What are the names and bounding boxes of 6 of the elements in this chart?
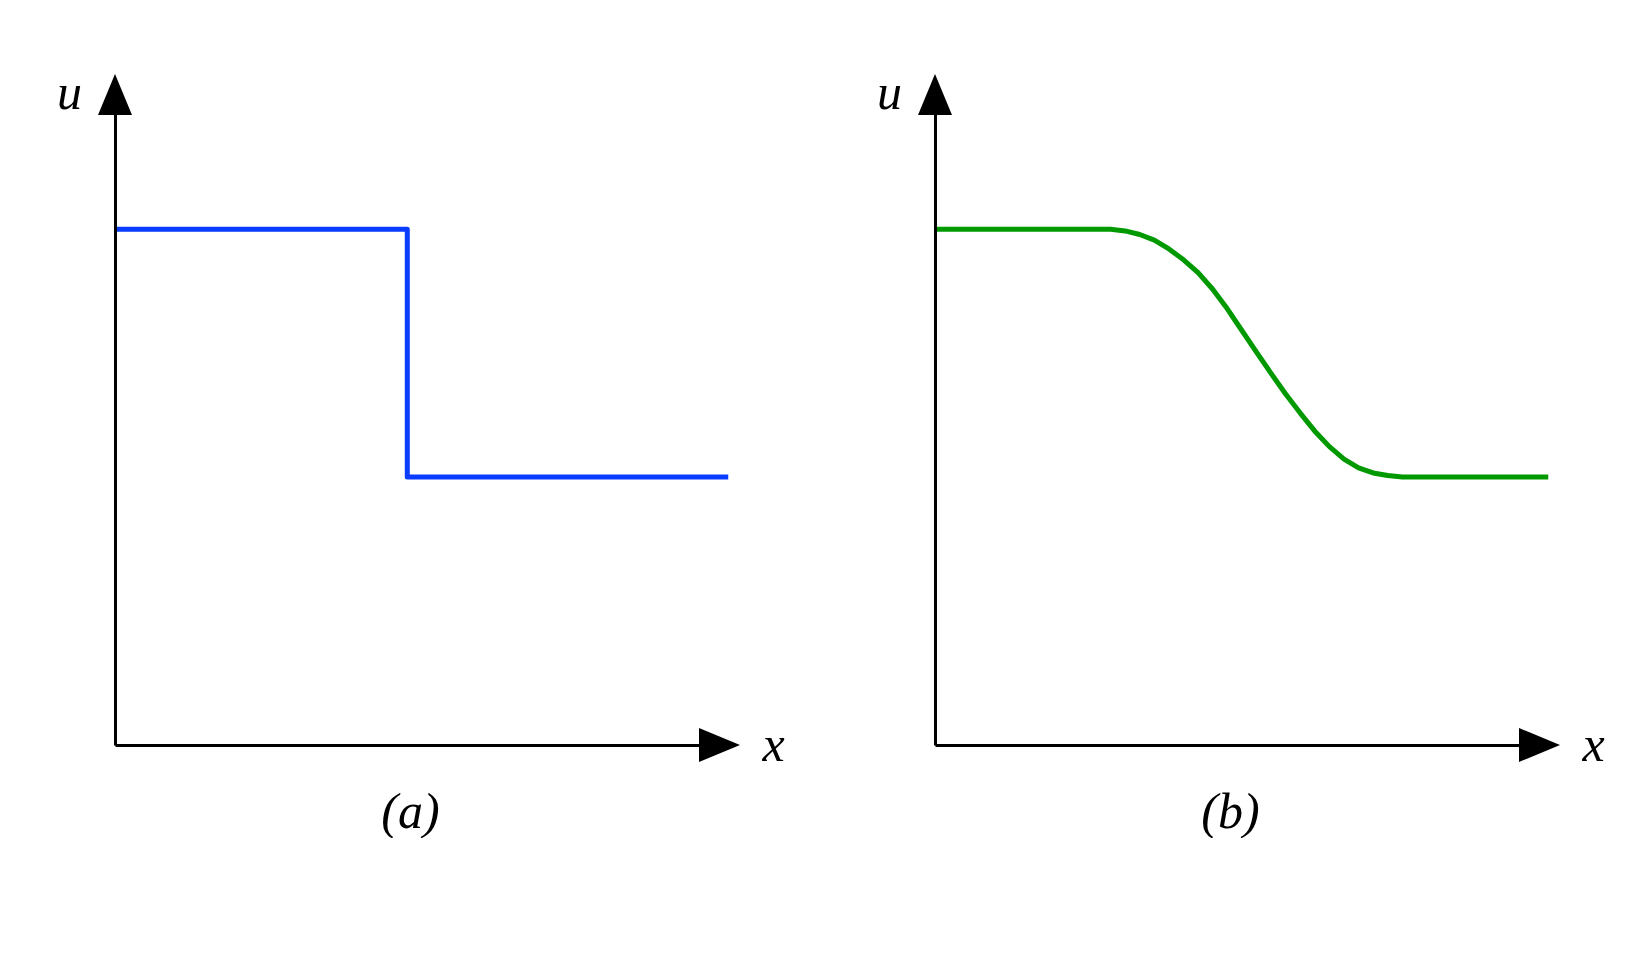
y-axis-title: u bbox=[877, 63, 902, 120]
text: (a) bbox=[381, 782, 440, 839]
x-axis-title: x bbox=[1581, 715, 1605, 772]
x-axis-title: x bbox=[761, 715, 785, 772]
text: (b) bbox=[1201, 782, 1260, 839]
y-axis-title: u bbox=[57, 63, 82, 120]
